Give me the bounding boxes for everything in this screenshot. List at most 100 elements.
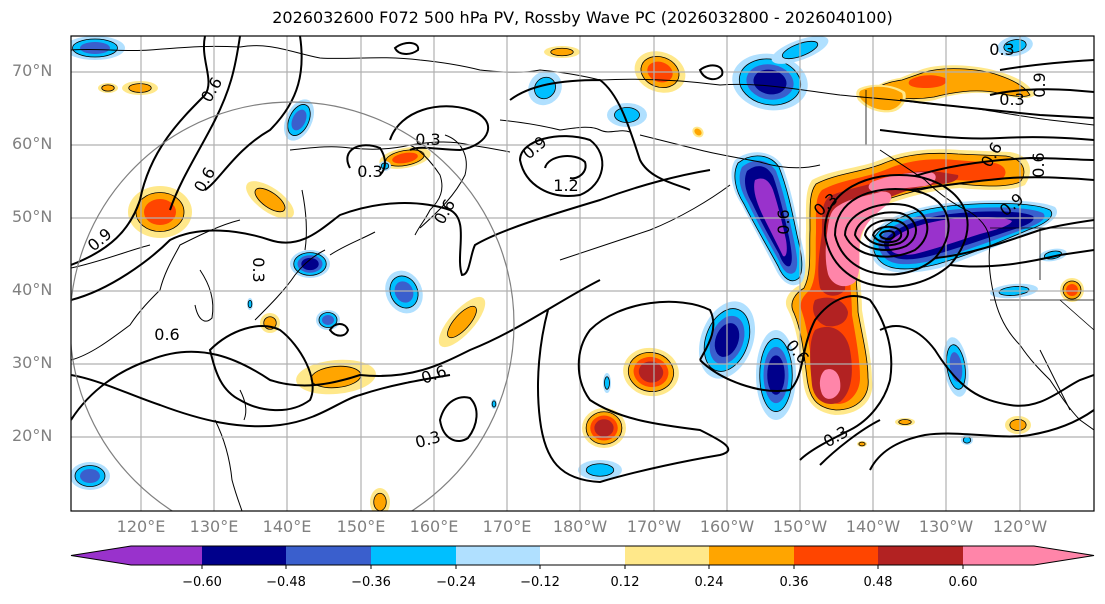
lat-label: 30°N xyxy=(12,353,53,372)
map-background xyxy=(71,36,1094,511)
pv-contour-line xyxy=(833,188,950,276)
lon-label: 170°E xyxy=(482,517,532,536)
colorbar-segment xyxy=(963,546,1094,565)
contour-label: 0.6 xyxy=(774,209,793,234)
anomaly-patch xyxy=(101,84,115,92)
coastline xyxy=(639,134,821,169)
coastline xyxy=(879,149,991,246)
pv-contour-line xyxy=(328,323,350,337)
pv-contour-line xyxy=(879,129,1094,141)
coastline xyxy=(289,144,443,236)
anomaly-patch xyxy=(447,305,477,339)
anomaly-patch xyxy=(1066,284,1078,296)
anomaly-patch xyxy=(392,152,418,164)
colorbar-tick-label: −0.36 xyxy=(351,575,391,590)
lat-label: 50°N xyxy=(12,207,53,226)
range-circle xyxy=(71,101,515,511)
colorbar-segment xyxy=(371,546,456,565)
anomaly-patch xyxy=(373,492,387,511)
map-frame xyxy=(70,35,1095,512)
pv-contour-line xyxy=(899,99,1094,119)
colorbar-segment xyxy=(456,546,540,565)
anomaly-patch xyxy=(753,69,787,95)
pv-contour-line xyxy=(71,36,210,266)
lon-label: 120°E xyxy=(116,517,166,536)
pv-contour-line xyxy=(536,300,730,484)
contour-label: 0.3 xyxy=(249,257,268,282)
contour-label: 0.3 xyxy=(999,90,1024,109)
anomaly-patch xyxy=(394,281,414,303)
lon-label: 170°W xyxy=(626,517,682,536)
colorbar xyxy=(70,545,1095,569)
anomaly-patch xyxy=(813,297,848,327)
anomaly-patch xyxy=(322,315,334,325)
coastline xyxy=(419,134,467,229)
contour-label: 0.3 xyxy=(357,162,382,181)
contour-label: 0.9 xyxy=(1030,72,1049,97)
pv-contour-line xyxy=(989,88,1094,96)
lon-label: 140°E xyxy=(262,517,312,536)
coastline xyxy=(239,389,247,421)
pv-contour-line xyxy=(393,42,420,55)
colorbar-tick-label: 0.12 xyxy=(610,575,640,590)
anomaly-patch xyxy=(491,400,497,408)
pv-contour-line xyxy=(208,325,314,412)
chart-title: 2026032600 F072 500 hPa PV, Rossby Wave … xyxy=(272,8,893,27)
colorbar-tick-label: 0.24 xyxy=(694,575,724,590)
pv-contour-line xyxy=(518,135,604,197)
pv-contour-line xyxy=(699,295,893,461)
anomaly-patch xyxy=(301,257,319,271)
pv-contour-line xyxy=(843,203,929,258)
lon-label: 150°W xyxy=(772,517,828,536)
lat-label: 60°N xyxy=(12,134,53,153)
colorbar-segment xyxy=(71,546,202,565)
lon-label: 180°W xyxy=(552,517,608,536)
colorbar-tick-label: 0.60 xyxy=(948,575,978,590)
coastline xyxy=(71,244,151,269)
pv-contour-line xyxy=(389,105,490,152)
anomaly-patch xyxy=(550,47,574,57)
lon-label: 160°E xyxy=(409,517,459,536)
anomaly-patch xyxy=(819,369,841,399)
anomaly-patch xyxy=(291,109,307,131)
pv-contour-line xyxy=(204,36,303,191)
lon-label: 130°W xyxy=(918,517,974,536)
pv-contour-line xyxy=(853,211,917,251)
coastline xyxy=(499,119,631,133)
lat-label: 70°N xyxy=(12,61,53,80)
lat-label: 40°N xyxy=(12,280,53,299)
pv-contour-line xyxy=(823,174,969,288)
lat-label: 20°N xyxy=(12,426,53,445)
lon-label: 140°W xyxy=(845,517,901,536)
colorbar-segment xyxy=(794,546,878,565)
political-border xyxy=(1059,299,1094,331)
anomaly-patch xyxy=(1009,418,1027,432)
anomaly-patch xyxy=(128,83,152,93)
pv-contour-line xyxy=(999,59,1094,71)
anomaly-patch xyxy=(638,361,664,383)
colorbar-outline xyxy=(70,545,1095,566)
pv-contour-line xyxy=(909,176,1094,191)
contour-label: 0.3 xyxy=(989,40,1014,59)
pv-contour-line xyxy=(71,279,601,421)
contour-label: 0.6 xyxy=(154,325,179,344)
pv-contour-line xyxy=(509,78,691,191)
anomaly-patch xyxy=(767,355,785,395)
anomaly-patch xyxy=(247,299,253,309)
lon-label: 120°W xyxy=(992,517,1048,536)
anomaly-patch xyxy=(908,75,947,88)
pv-contour-line xyxy=(869,409,1094,471)
pv-contour-line xyxy=(914,156,1094,177)
colorbar-tick-label: −0.60 xyxy=(182,575,222,590)
lon-label: 150°E xyxy=(336,517,386,536)
anomaly-patch xyxy=(254,187,286,213)
colorbar-tick-label: −0.24 xyxy=(436,575,476,590)
coastline xyxy=(254,249,326,321)
colorbar-segment xyxy=(625,546,709,565)
colorbar-tick-label: −0.12 xyxy=(520,575,560,590)
anomaly-patch xyxy=(80,42,110,54)
coastline xyxy=(194,269,214,322)
colorbar-segment xyxy=(709,546,794,565)
colorbar-tick-label: −0.48 xyxy=(266,575,306,590)
